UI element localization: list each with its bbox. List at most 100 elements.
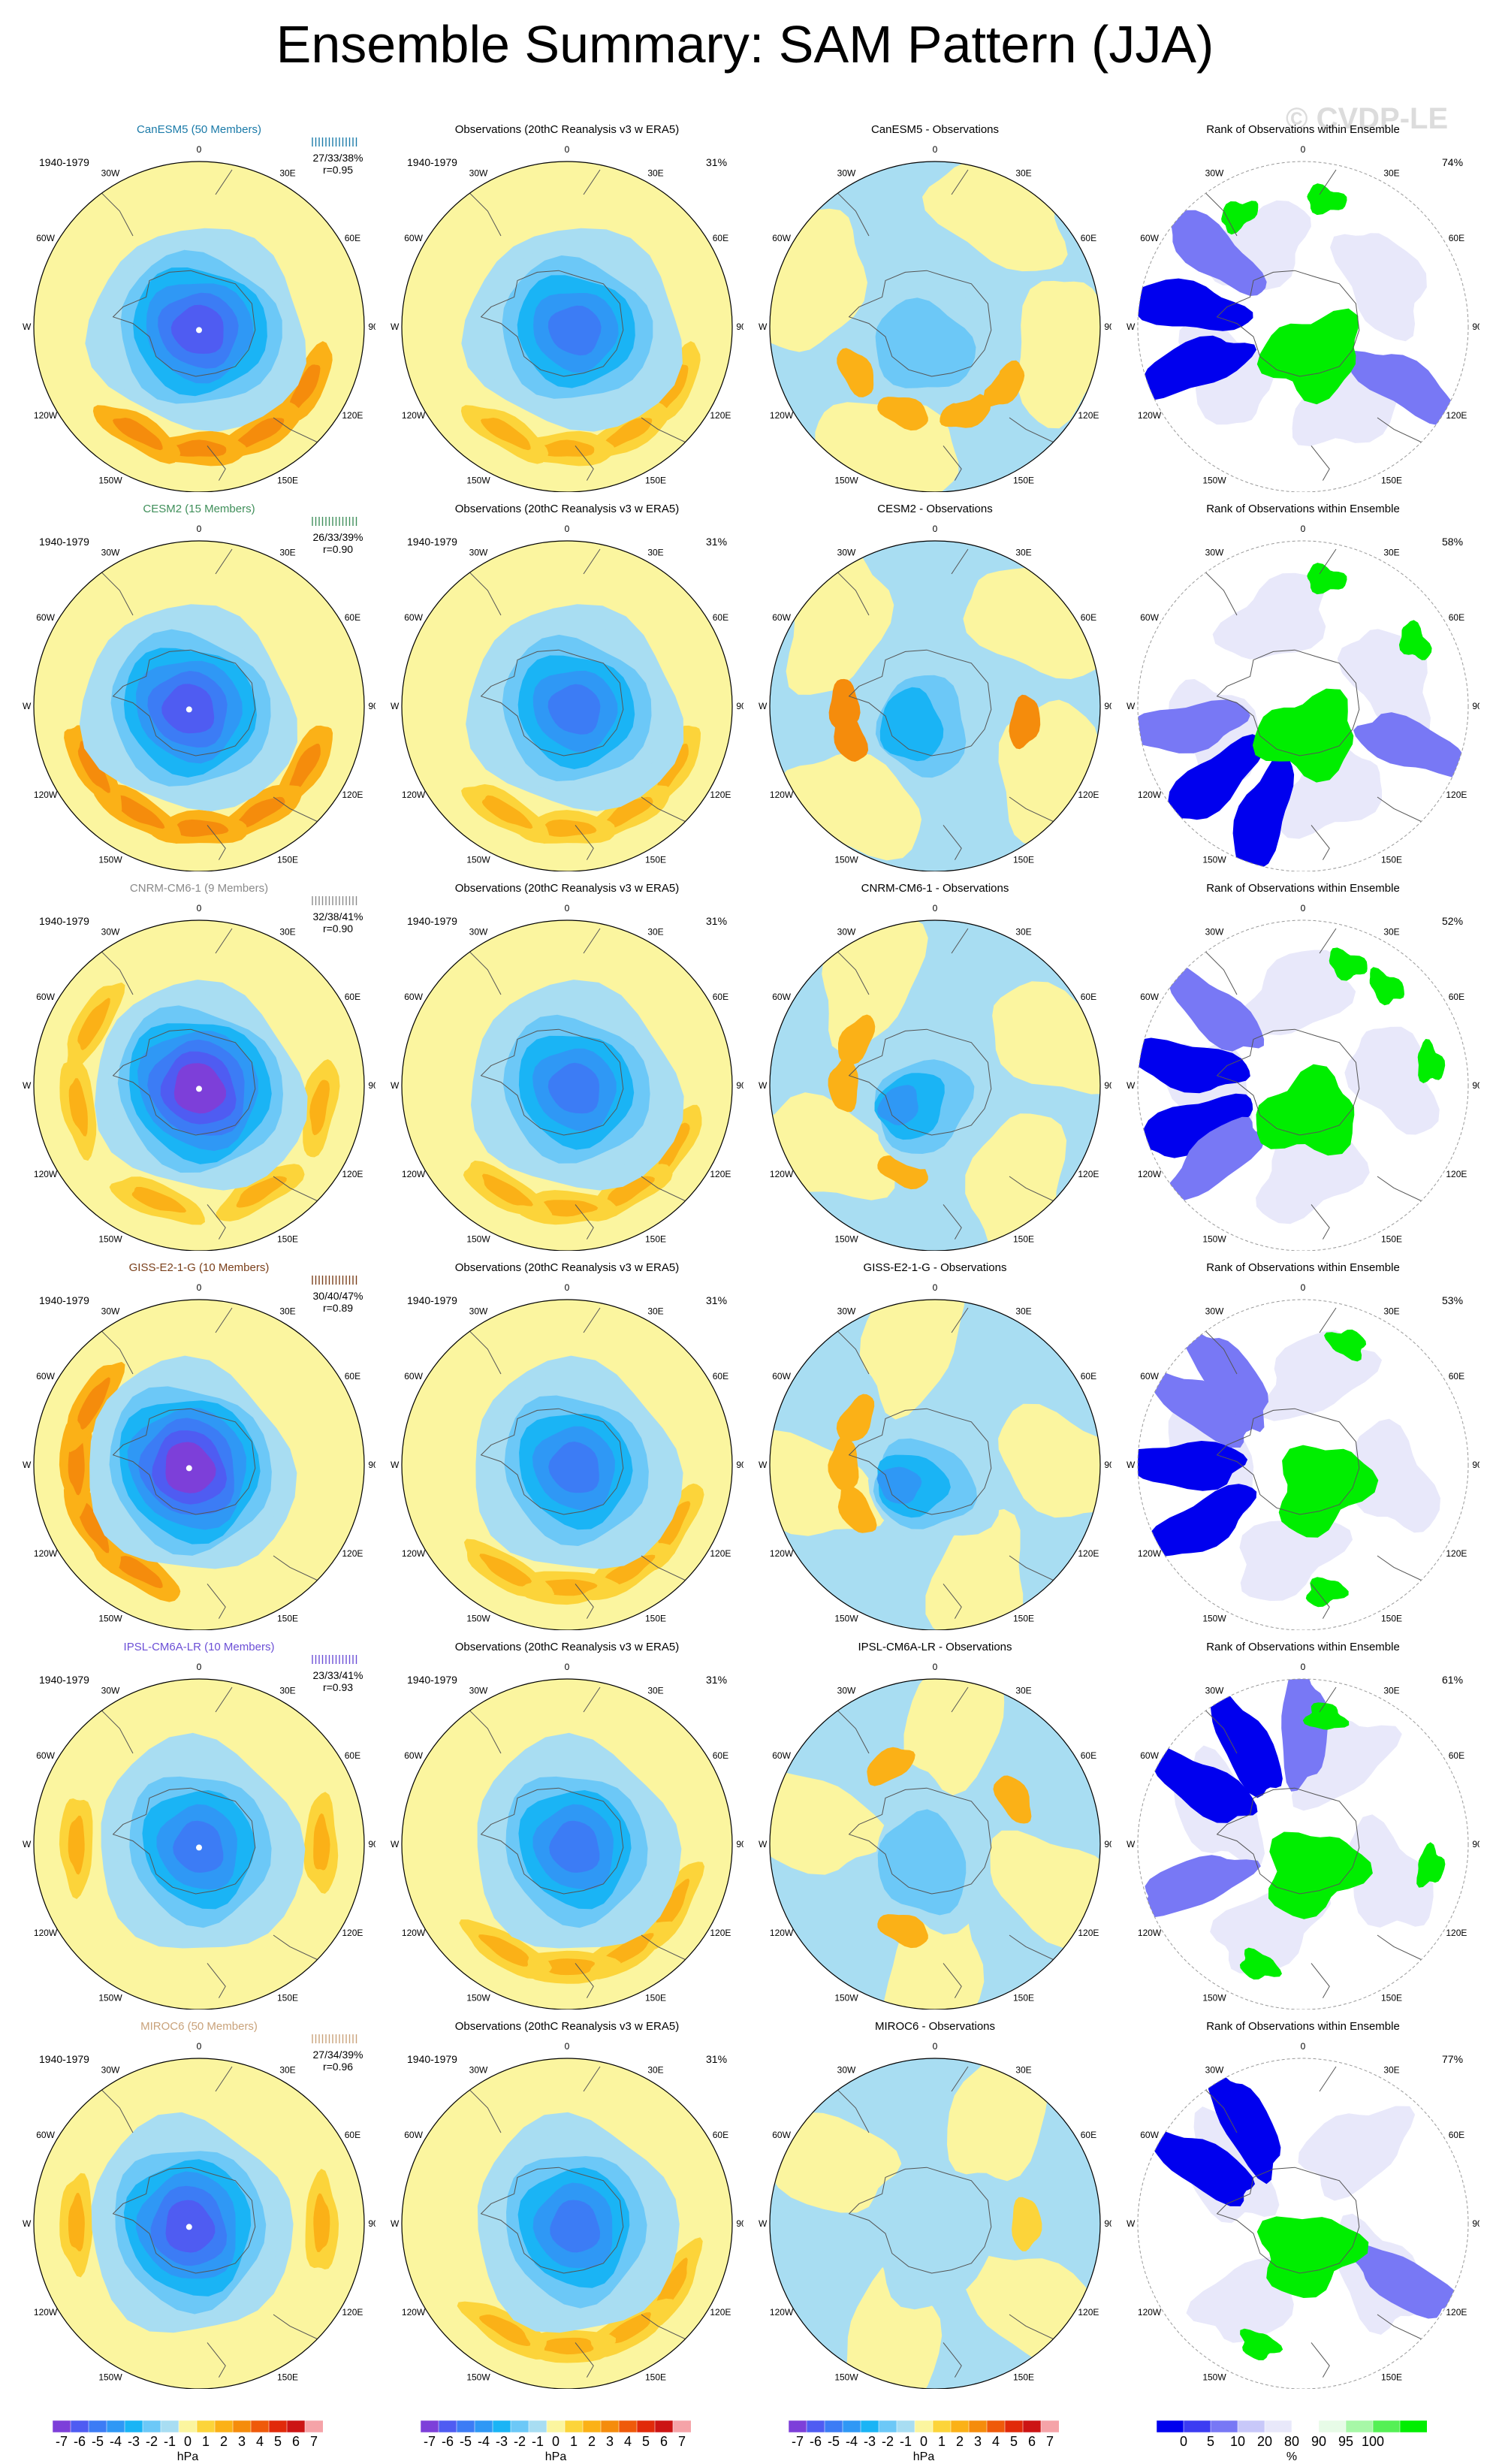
africa-coastline xyxy=(1319,169,1337,195)
low-anomaly-contour xyxy=(547,684,601,735)
map-border xyxy=(33,540,365,871)
lon-label: 150W xyxy=(834,854,858,865)
rank-panel: 030E60E90E120E150E180150W120W90W60W30WRa… xyxy=(1127,492,1479,871)
colorbar-swatch xyxy=(304,2420,323,2432)
rank-high-region xyxy=(1307,563,1347,595)
lon-label: 150E xyxy=(277,1613,298,1623)
new-zealand-coastline xyxy=(943,1584,962,1619)
lon-label: 90W xyxy=(391,322,400,332)
map-field xyxy=(770,920,1100,1251)
new-zealand-coastline xyxy=(575,2342,594,2378)
new-zealand-coastline xyxy=(207,445,226,481)
map-field xyxy=(1138,1300,1468,1630)
high-anomaly-core xyxy=(313,1813,330,1871)
lon-label: 60E xyxy=(345,233,360,243)
colorbar-tick-label: 0 xyxy=(551,2434,560,2449)
high-anomaly-core xyxy=(604,1176,655,1208)
map-border xyxy=(33,2058,365,2389)
diff-high-anomaly xyxy=(838,1014,876,1064)
africa-coastline xyxy=(951,2066,969,2092)
lon-label: 120W xyxy=(34,1928,58,1938)
obs-percent: 31% xyxy=(706,156,728,168)
lon-label: 90E xyxy=(1472,322,1479,332)
lon-label: 90E xyxy=(1472,1839,1479,1850)
lon-label: 30W xyxy=(1205,1306,1224,1317)
colorbar-tick-label: 3 xyxy=(973,2434,982,2449)
colorbar-tick-label: -5 xyxy=(827,2434,840,2449)
rank-low-region xyxy=(1149,1745,1258,1823)
antarctica-coastline xyxy=(1216,270,1360,377)
new-zealand-coastline xyxy=(1311,1204,1330,1240)
lon-label: 120W xyxy=(770,790,794,800)
period-label: 1940-1979 xyxy=(39,1294,89,1306)
high-anomaly-core xyxy=(113,1556,163,1589)
lon-label: 90W xyxy=(1127,1080,1136,1091)
map-border xyxy=(769,161,1101,492)
lon-label: 0 xyxy=(1301,1662,1306,1672)
lon-label: 120E xyxy=(342,1169,363,1179)
rank-percent: 53% xyxy=(1442,1294,1464,1306)
lon-label: 30E xyxy=(279,927,295,938)
map-field xyxy=(770,541,1100,871)
lon-label: 60E xyxy=(713,1750,728,1761)
lon-label: 30E xyxy=(647,1686,663,1696)
map-field xyxy=(402,1300,732,1630)
map-svg: 030E60E90E120E150E180150W120W90W60W30W xyxy=(759,1282,1111,1630)
lon-label: 60W xyxy=(404,1750,423,1761)
stats-label: 27/33/38% xyxy=(312,152,363,164)
colorbar-swatch xyxy=(421,2420,439,2432)
lon-label: 150E xyxy=(1381,1234,1402,1244)
antarctica-coastline xyxy=(848,270,992,377)
lon-label: 90E xyxy=(736,1839,743,1850)
lon-label: 60E xyxy=(1449,2130,1464,2140)
colorbar-swatch xyxy=(618,2420,638,2432)
antarctica-coastline xyxy=(848,1408,992,1515)
lon-label: 60W xyxy=(1140,1371,1159,1381)
correlation-label: r=0.96 xyxy=(322,2061,354,2073)
map-svg: 030E60E90E120E150E180150W120W90W60W30W xyxy=(759,2041,1111,2389)
lon-label: 30E xyxy=(1383,2065,1399,2076)
colorbar-tick-label: -7 xyxy=(423,2434,436,2449)
lon-label: 60W xyxy=(36,2130,55,2140)
map-field xyxy=(1138,2058,1468,2389)
high-anomaly-core xyxy=(481,1173,533,1206)
rank-low-region xyxy=(1138,1441,1248,1491)
diff-high-anomaly xyxy=(877,1914,928,1949)
lon-label: 60W xyxy=(772,233,791,243)
colorbar-swatch xyxy=(1210,2420,1238,2432)
antarctica-coastline xyxy=(1216,2167,1360,2274)
lon-label: 60E xyxy=(345,1371,360,1381)
lon-label: 0 xyxy=(1301,903,1306,913)
lon-label: 90W xyxy=(23,1839,32,1850)
lon-label: 0 xyxy=(565,524,570,534)
high-anomaly-core xyxy=(536,1958,595,1976)
lon-label: 120W xyxy=(402,790,426,800)
lon-label: 30E xyxy=(1015,2065,1031,2076)
lon-label: 150E xyxy=(645,475,666,485)
africa-coastline xyxy=(1319,1307,1337,1333)
rank-high-region xyxy=(1307,183,1347,216)
map-field xyxy=(770,1300,1100,1630)
new-zealand-coastline xyxy=(207,825,226,860)
map-border xyxy=(33,1678,365,2010)
map-svg: 030E60E90E120E150E180150W120W90W60W30W xyxy=(1127,1282,1479,1630)
low-anomaly-contour xyxy=(547,305,602,356)
diff-low-anomaly xyxy=(875,297,976,388)
rank-high-region xyxy=(1268,1831,1373,1919)
africa-coastline xyxy=(215,169,233,195)
new-zealand-coastline xyxy=(1311,1584,1330,1619)
lon-label: 60E xyxy=(713,992,728,1002)
obs-title: Observations (20thC Reanalysis v3 w ERA5… xyxy=(454,1261,680,1274)
antarctica-coastline xyxy=(480,1787,624,1895)
colorbar-swatch xyxy=(932,2420,952,2432)
africa-coastline xyxy=(951,169,969,195)
lon-label: 120W xyxy=(1138,790,1162,800)
new-zealand-coastline xyxy=(943,2342,962,2378)
lon-label: 60E xyxy=(1081,612,1096,623)
colorbar-swatch xyxy=(1345,2420,1374,2432)
diff-high-anomaly xyxy=(1009,694,1041,750)
low-anomaly-contour xyxy=(547,1062,599,1114)
high-anomaly-core xyxy=(603,796,653,829)
map-border xyxy=(401,1678,733,2010)
member-ticks xyxy=(312,1276,357,1285)
